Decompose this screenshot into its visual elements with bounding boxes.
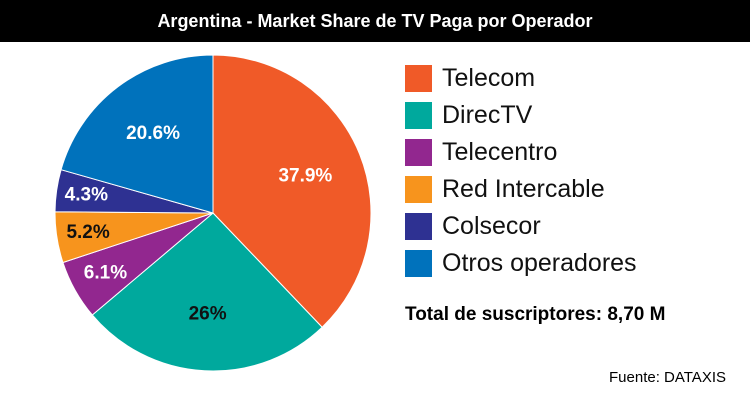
slice-label-telecom: 37.9%: [278, 165, 332, 186]
slice-label-telecentro: 6.1%: [84, 263, 127, 284]
legend-swatch-otros-operadores: [405, 250, 432, 277]
legend-swatch-colsecor: [405, 213, 432, 240]
legend-label-telecom: Telecom: [442, 64, 536, 92]
source-note: Fuente: DATAXIS: [609, 369, 726, 386]
legend-label-colsecor: Colsecor: [442, 212, 541, 240]
legend: Telecom DirecTV Telecentro Red Intercabl…: [405, 60, 745, 282]
legend-label-otros-operadores: Otros operadores: [442, 249, 637, 277]
legend-label-directv: DirecTV: [442, 101, 533, 129]
legend-swatch-telecom: [405, 65, 432, 92]
legend-swatch-directv: [405, 102, 432, 129]
slice-label-colsecor: 4.3%: [65, 184, 108, 205]
pie-slice-telecom: [212, 54, 372, 328]
legend-item-telecentro: Telecentro: [405, 134, 745, 171]
legend-item-colsecor: Colsecor: [405, 208, 745, 245]
legend-swatch-red-intercable: [405, 176, 432, 203]
legend-label-red-intercable: Red Intercable: [442, 175, 605, 203]
slice-label-otros-operadores: 20.6%: [126, 123, 180, 144]
chart-title: Argentina - Market Share de TV Paga por …: [0, 0, 750, 42]
slice-label-directv: 26%: [189, 303, 227, 324]
legend-item-telecom: Telecom: [405, 60, 745, 97]
legend-swatch-telecentro: [405, 139, 432, 166]
legend-item-otros-operadores: Otros operadores: [405, 245, 745, 282]
pie-slice-otros-operadores: [60, 54, 214, 214]
total-subscribers: Total de suscriptores: 8,70 M: [405, 304, 666, 325]
legend-item-red-intercable: Red Intercable: [405, 171, 745, 208]
pie-slice-directv: [91, 212, 323, 372]
legend-item-directv: DirecTV: [405, 97, 745, 134]
slice-label-red-intercable: 5.2%: [66, 222, 109, 243]
pie-chart: 37.9% 26% 6.1% 5.2% 4.3% 20.6%: [54, 54, 372, 372]
legend-label-telecentro: Telecentro: [442, 138, 558, 166]
